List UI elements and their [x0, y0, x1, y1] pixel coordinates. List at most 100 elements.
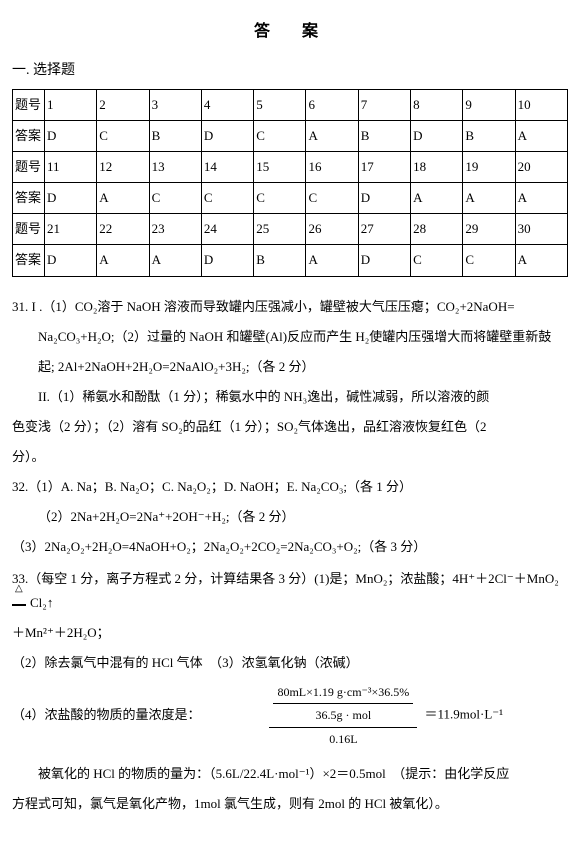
q31-line: 色变浅（2 分）；（2）溶有 SO₂的品红（1 分）；SO₂气体逸出，品红溶液恢…: [12, 415, 568, 439]
row-label: 答案: [13, 121, 45, 152]
cell: D: [411, 121, 463, 152]
cell: A: [411, 183, 463, 214]
cell: 16: [306, 152, 358, 183]
cell: 4: [201, 89, 253, 120]
table-row: 题号12345678910: [13, 89, 568, 120]
q31-line: II.（1）稀氨水和酚酞（1 分）；稀氨水中的 NH₃逸出，碱性减弱，所以溶液的…: [12, 385, 568, 409]
cell: 18: [411, 152, 463, 183]
cell: 15: [254, 152, 306, 183]
q31-line: 分）。: [12, 445, 568, 469]
table-row: 题号11121314151617181920: [13, 152, 568, 183]
cell: 30: [515, 214, 567, 245]
cell: 19: [463, 152, 515, 183]
cell: 26: [306, 214, 358, 245]
q33-line: （4）浓盐酸的物质的量浓度是： 80mL×1.19 g·cm⁻³×36.5% 3…: [12, 681, 568, 750]
cell: 13: [149, 152, 201, 183]
cell: A: [515, 245, 567, 276]
q33-text: Cl₂↑: [30, 595, 53, 610]
q31-line: Na₂CO₃+H₂O;（2）过量的 NaOH 和罐壁(Al)反应而产生 H₂使罐…: [12, 325, 568, 349]
table-row: 答案DACCCCDAAA: [13, 183, 568, 214]
table-row: 题号21222324252627282930: [13, 214, 568, 245]
row-label: 答案: [13, 245, 45, 276]
cell: D: [45, 183, 97, 214]
cell: 10: [515, 89, 567, 120]
q32-line: （3）2Na₂O₂+2H₂O=4NaOH+O₂；2Na₂O₂+2CO₂=2Na₂…: [12, 535, 568, 559]
cell: A: [515, 121, 567, 152]
cell: 28: [411, 214, 463, 245]
cell: C: [463, 245, 515, 276]
cell: C: [306, 183, 358, 214]
cell: 9: [463, 89, 515, 120]
cell: A: [515, 183, 567, 214]
cell: D: [358, 245, 410, 276]
frac-top1: 80mL×1.19 g·cm⁻³×36.5%: [273, 681, 413, 704]
cell: 14: [201, 152, 253, 183]
row-label: 答案: [13, 183, 45, 214]
cell: A: [97, 183, 149, 214]
cell: C: [254, 121, 306, 152]
q33-line: （2）除去氯气中混有的 HCl 气体 （3）浓氢氧化钠（浓碱）: [12, 651, 568, 675]
cell: A: [149, 245, 201, 276]
cell: C: [201, 183, 253, 214]
q31-line: 起; 2Al+2NaOH+2H₂O=2NaAlO₂+3H₂;（各 2 分）: [12, 355, 568, 379]
section-heading: 一. 选择题: [12, 59, 568, 83]
cell: B: [463, 121, 515, 152]
cell: 3: [149, 89, 201, 120]
row-label: 题号: [13, 214, 45, 245]
cell: 20: [515, 152, 567, 183]
cell: 2: [97, 89, 149, 120]
q32-line: （2）2Na+2H₂O=2Na⁺+2OH⁻+H₂;（各 2 分）: [12, 505, 568, 529]
q33-label: （4）浓盐酸的物质的量浓度是：: [12, 703, 201, 727]
cell: 27: [358, 214, 410, 245]
cell: C: [411, 245, 463, 276]
cell: B: [358, 121, 410, 152]
cell: 22: [97, 214, 149, 245]
q33-line: ＋Mn²⁺＋2H₂O；: [12, 621, 568, 645]
cell: B: [254, 245, 306, 276]
q33-text: 33.（每空 1 分，离子方程式 2 分，计算结果各 3 分）(1)是；MnO₂…: [12, 571, 559, 586]
cell: 17: [358, 152, 410, 183]
cell: A: [97, 245, 149, 276]
answer-table: 题号12345678910 答案DCBDCABDBA 题号11121314151…: [12, 89, 568, 277]
cell: A: [306, 121, 358, 152]
cell: 5: [254, 89, 306, 120]
cell: A: [463, 183, 515, 214]
cell: 11: [45, 152, 97, 183]
page-title: 答 案: [12, 18, 568, 45]
q33-line: 33.（每空 1 分，离子方程式 2 分，计算结果各 3 分）(1)是；MnO₂…: [12, 567, 568, 615]
cell: 23: [149, 214, 201, 245]
frac-numerator: 80mL×1.19 g·cm⁻³×36.5% 36.5g · mol: [269, 681, 417, 727]
cell: 29: [463, 214, 515, 245]
q32-line: 32.（1）A. Na；B. Na₂O；C. Na₂O₂；D. NaOH；E. …: [12, 475, 568, 499]
fraction: 80mL×1.19 g·cm⁻³×36.5% 36.5g · mol 0.16L: [269, 681, 417, 750]
cell: 1: [45, 89, 97, 120]
table-row: 答案DAADBADCCA: [13, 245, 568, 276]
frac-denominator: 0.16L: [269, 728, 417, 750]
cell: 6: [306, 89, 358, 120]
cell: C: [97, 121, 149, 152]
row-label: 题号: [13, 89, 45, 120]
cell: 8: [411, 89, 463, 120]
triangle-icon: △: [12, 591, 30, 615]
cell: D: [45, 245, 97, 276]
q31-line: 31. I .（1）CO₂溶于 NaOH 溶液而导致罐内压强减小，罐壁被大气压压…: [12, 295, 568, 319]
cell: B: [149, 121, 201, 152]
cell: A: [306, 245, 358, 276]
cell: D: [45, 121, 97, 152]
cell: 25: [254, 214, 306, 245]
cell: 12: [97, 152, 149, 183]
cell: D: [358, 183, 410, 214]
cell: C: [254, 183, 306, 214]
cell: D: [201, 121, 253, 152]
cell: 7: [358, 89, 410, 120]
row-label: 题号: [13, 152, 45, 183]
cell: D: [201, 245, 253, 276]
cell: C: [149, 183, 201, 214]
q33-line: 方程式可知，氯气是氧化产物，1mol 氯气生成，则有 2mol 的 HCl 被氧…: [12, 792, 568, 816]
cell: 24: [201, 214, 253, 245]
cell: 21: [45, 214, 97, 245]
table-row: 答案DCBDCABDBA: [13, 121, 568, 152]
frac-top2: 36.5g · mol: [273, 704, 413, 726]
frac-result: ＝11.9mol·L⁻¹: [425, 706, 504, 721]
q33-line: 被氧化的 HCl 的物质的量为：（5.6L/22.4L·mol⁻¹）×2＝0.5…: [12, 762, 568, 786]
